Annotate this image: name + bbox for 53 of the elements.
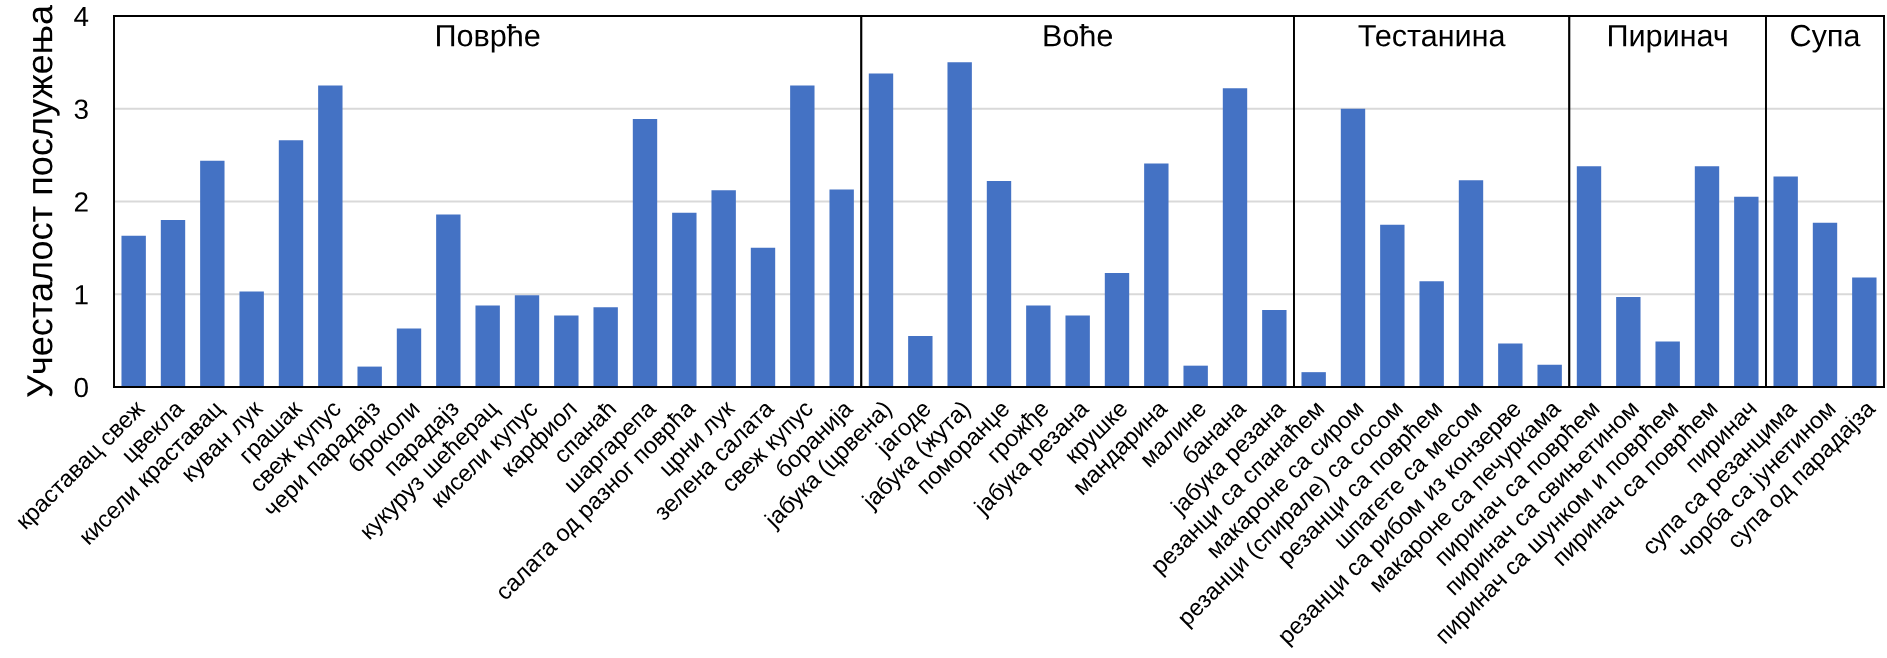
bar: [1104, 272, 1130, 387]
bar: [1065, 315, 1090, 387]
bar: [672, 212, 697, 387]
bar: [357, 366, 382, 387]
bar: [1301, 372, 1326, 387]
bar: [1458, 180, 1484, 387]
chart-title: Поврће: [437, 24, 540, 53]
bar: [790, 85, 815, 387]
bar: [711, 190, 736, 387]
bar: [947, 62, 972, 387]
y-tick-label: 3: [74, 99, 88, 120]
bar: [750, 247, 776, 387]
y-tick-label: 0: [74, 377, 88, 398]
y-tick-label: 1: [75, 285, 88, 305]
bar: [1340, 108, 1366, 387]
bar: [554, 315, 579, 387]
bar: [200, 160, 225, 387]
bar: [593, 307, 618, 387]
bar: [986, 181, 1012, 387]
bar: [868, 73, 894, 387]
bar: [1183, 365, 1208, 387]
bar: [1380, 224, 1405, 387]
bar: [514, 295, 540, 387]
bar: [121, 235, 146, 387]
bar: [1576, 166, 1602, 387]
bar: [1222, 88, 1248, 387]
chart-title: Супа: [1791, 24, 1861, 53]
bar: [1616, 297, 1641, 387]
bar: [475, 305, 500, 387]
chart-title: Пиринач: [1609, 25, 1727, 53]
bar: [1734, 196, 1759, 387]
y-tick-label: 2: [74, 192, 88, 212]
chart-title: Тестанина: [1358, 25, 1506, 47]
bar: [1694, 166, 1720, 387]
bar: [1419, 281, 1444, 387]
y-axis-title: Учесталост послужења: [27, 4, 60, 398]
bar: [239, 291, 264, 387]
chart-title: Воће: [1044, 24, 1112, 47]
bar: [1026, 305, 1051, 387]
bar: [160, 220, 186, 387]
bar: [278, 140, 304, 387]
bar: [829, 189, 854, 387]
bar: [1498, 343, 1523, 387]
bar: [436, 214, 461, 387]
bar: [1262, 310, 1287, 387]
bar: [1144, 163, 1169, 387]
bar: [1537, 364, 1562, 387]
bar: [396, 328, 422, 387]
bar: [632, 118, 658, 387]
bar: [1655, 341, 1680, 387]
bar: [318, 85, 343, 387]
y-tick-label: 4: [74, 6, 89, 27]
bar: [908, 335, 933, 387]
